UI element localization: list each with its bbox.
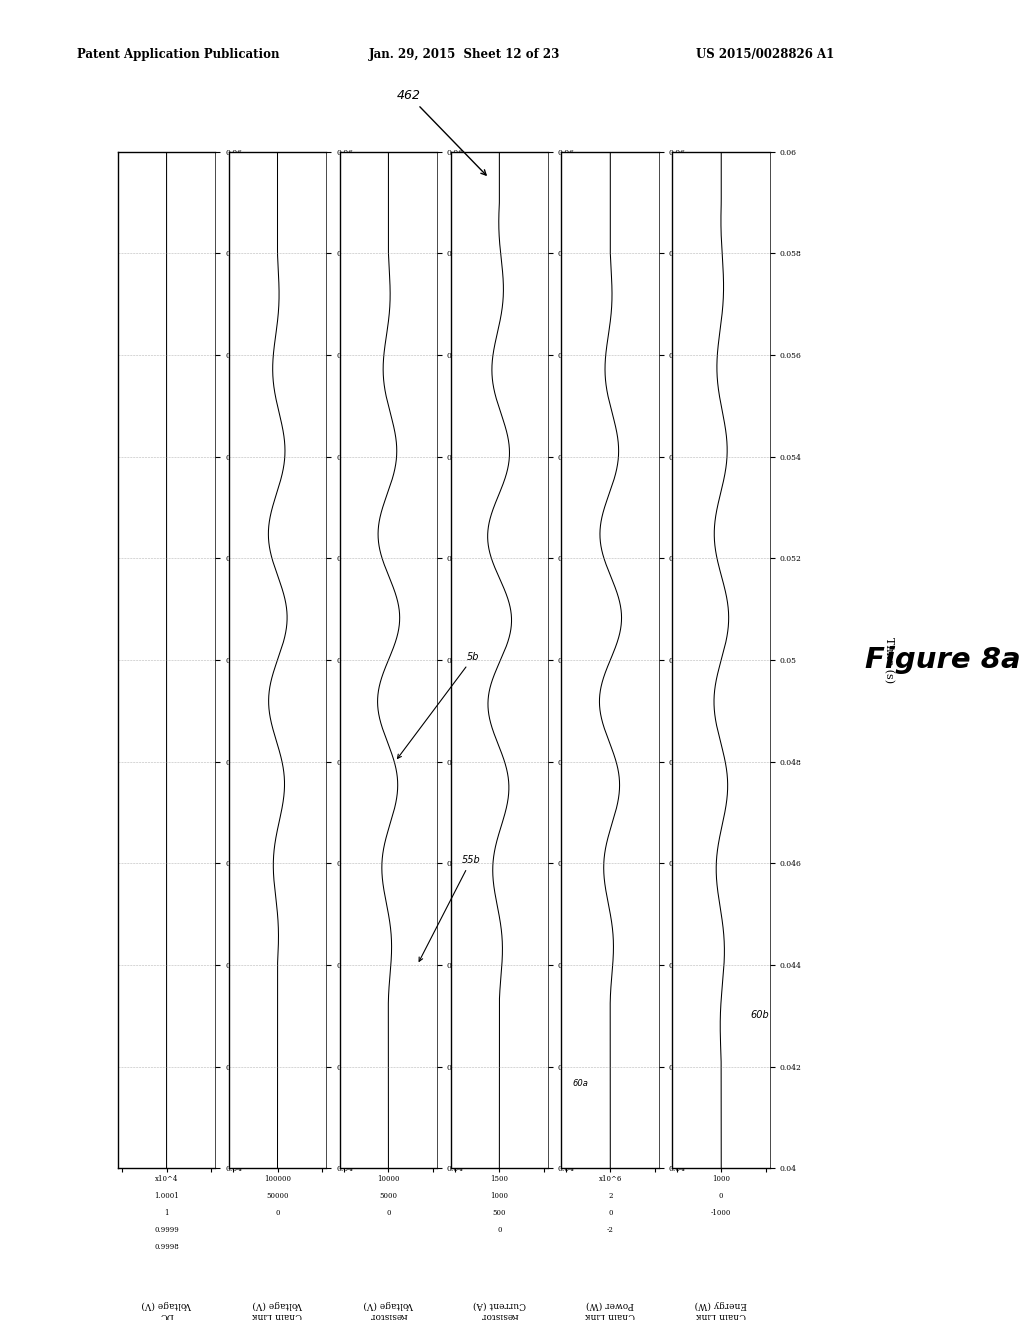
Text: 0.9999: 0.9999 bbox=[155, 1226, 179, 1234]
Text: Time (s): Time (s) bbox=[884, 638, 894, 682]
Text: Jan. 29, 2015  Sheet 12 of 23: Jan. 29, 2015 Sheet 12 of 23 bbox=[369, 48, 560, 61]
Text: x10^6: x10^6 bbox=[599, 1175, 622, 1183]
Text: 0: 0 bbox=[497, 1226, 502, 1234]
Text: 5000: 5000 bbox=[380, 1192, 397, 1200]
Text: 10000: 10000 bbox=[377, 1175, 399, 1183]
Text: Chain Link
Voltage (V): Chain Link Voltage (V) bbox=[252, 1300, 303, 1320]
Text: 5b: 5b bbox=[397, 652, 479, 759]
Text: 1.0001: 1.0001 bbox=[155, 1192, 179, 1200]
Text: US 2015/0028826 A1: US 2015/0028826 A1 bbox=[696, 48, 835, 61]
Text: -1000: -1000 bbox=[711, 1209, 731, 1217]
Text: 0: 0 bbox=[386, 1209, 391, 1217]
Text: 0.9998: 0.9998 bbox=[155, 1243, 179, 1251]
Text: Resistor
Current (A): Resistor Current (A) bbox=[473, 1300, 526, 1320]
Text: Resistor
Voltage (V): Resistor Voltage (V) bbox=[364, 1300, 414, 1320]
Text: 50000: 50000 bbox=[266, 1192, 289, 1200]
Text: Chain Link
Energy (W): Chain Link Energy (W) bbox=[695, 1300, 748, 1320]
Text: Chain Link
Power (W): Chain Link Power (W) bbox=[586, 1300, 635, 1320]
Text: 55b: 55b bbox=[419, 855, 480, 961]
Text: 0: 0 bbox=[719, 1192, 724, 1200]
Text: 60a: 60a bbox=[572, 1080, 589, 1089]
Text: 2: 2 bbox=[608, 1192, 612, 1200]
Text: 0: 0 bbox=[275, 1209, 280, 1217]
Text: DC
Voltage (V): DC Voltage (V) bbox=[141, 1300, 191, 1320]
Text: Figure 8a: Figure 8a bbox=[865, 645, 1021, 675]
Text: 1000: 1000 bbox=[713, 1175, 730, 1183]
Text: 0: 0 bbox=[608, 1209, 612, 1217]
Text: 462: 462 bbox=[397, 88, 486, 176]
Text: 1: 1 bbox=[164, 1209, 169, 1217]
Text: 1000: 1000 bbox=[490, 1192, 508, 1200]
Text: 1500: 1500 bbox=[490, 1175, 508, 1183]
Text: 100000: 100000 bbox=[264, 1175, 291, 1183]
Text: 500: 500 bbox=[493, 1209, 506, 1217]
Text: 60b: 60b bbox=[750, 1010, 769, 1020]
Text: Patent Application Publication: Patent Application Publication bbox=[77, 48, 280, 61]
Text: -2: -2 bbox=[607, 1226, 613, 1234]
Text: x10^4: x10^4 bbox=[155, 1175, 178, 1183]
